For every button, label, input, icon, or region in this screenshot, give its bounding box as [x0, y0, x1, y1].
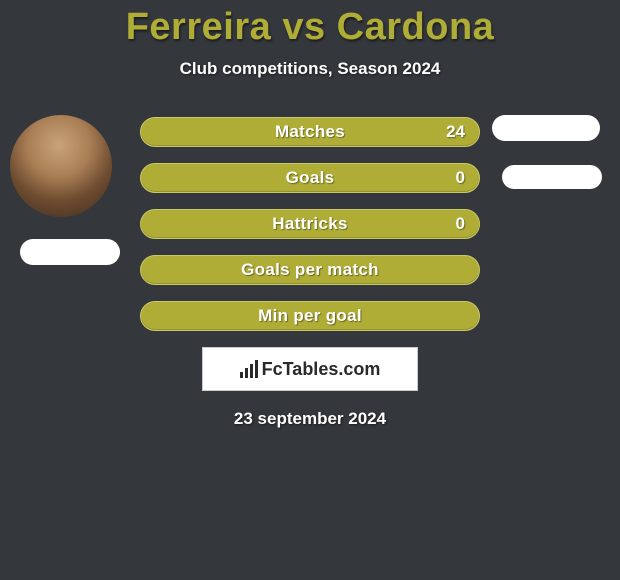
stat-row: Hattricks 0 [140, 209, 480, 239]
stat-row: Goals per match [140, 255, 480, 285]
stat-rows: Matches 24 Goals 0 Hattricks 0 Goals per match… [140, 117, 480, 331]
stat-row: Min per goal [140, 301, 480, 331]
player2-name-pill-1 [492, 115, 600, 141]
stat-label: Hattricks [272, 214, 347, 234]
stat-row: Matches 24 [140, 117, 480, 147]
date-line: 23 september 2024 [0, 409, 620, 429]
brand-box: FcTables.com [202, 347, 418, 391]
subtitle: Club competitions, Season 2024 [0, 59, 620, 79]
player2-name-pill-2 [502, 165, 602, 189]
brand-text: FcTables.com [262, 359, 381, 380]
player1-name-pill [20, 239, 120, 265]
stat-row: Goals 0 [140, 163, 480, 193]
stat-label: Goals [286, 168, 335, 188]
stat-value-right: 0 [456, 214, 465, 234]
comparison-panel: Matches 24 Goals 0 Hattricks 0 Goals per match… [0, 117, 620, 429]
stat-value-right: 24 [446, 122, 465, 142]
stat-label: Goals per match [241, 260, 379, 280]
title-player1: Ferreira [126, 6, 272, 48]
bar-chart-icon [240, 360, 258, 378]
player1-avatar [10, 115, 112, 217]
page-title: Ferreira vs Cardona [0, 0, 620, 49]
title-vs: vs [282, 6, 325, 48]
stat-label: Min per goal [258, 306, 362, 326]
stat-label: Matches [275, 122, 345, 142]
stat-value-right: 0 [456, 168, 465, 188]
title-player2: Cardona [337, 6, 495, 48]
